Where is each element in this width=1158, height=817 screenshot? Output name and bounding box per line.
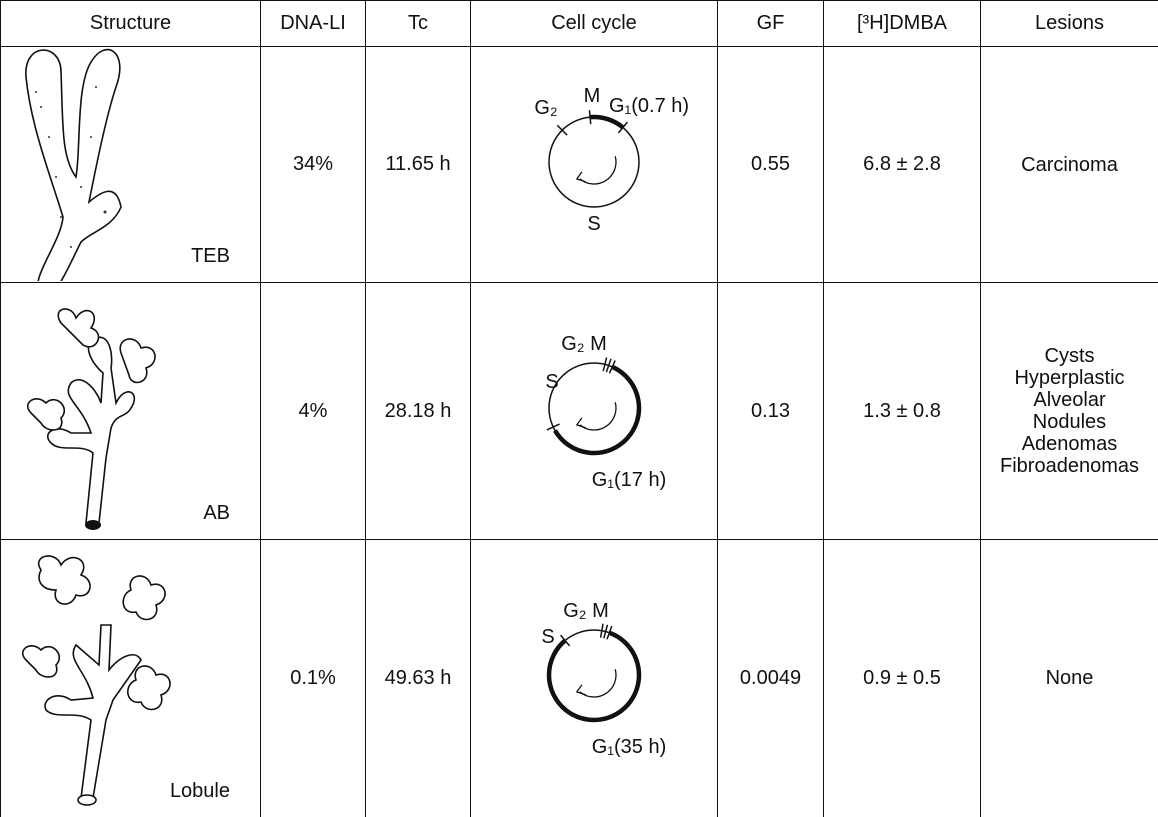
phase-tick [560, 634, 571, 647]
cell: 0.13 [717, 282, 824, 540]
cell: 0.9 ± 0.5 [823, 539, 981, 817]
cell: 11.65 h [365, 46, 471, 283]
cell: 6.8 ± 2.8 [823, 46, 981, 283]
phase-tick [546, 423, 560, 431]
lesion: Cysts [1044, 345, 1095, 367]
gland-drawing [26, 308, 156, 530]
cell: 34% [260, 46, 366, 283]
phase-label: M [584, 85, 601, 107]
cycle-arrow [579, 402, 617, 431]
g1-arc [546, 630, 642, 723]
cell: 0.55 [717, 46, 824, 283]
phase-label: S [541, 626, 554, 648]
header: Structure [0, 0, 261, 47]
phase-label: S [587, 213, 600, 235]
phase-tick [603, 624, 609, 639]
phase-label: S [545, 371, 558, 393]
structure-cell: Lobule [0, 539, 261, 817]
lesion: Fibroadenomas [1000, 455, 1139, 477]
row: AB 4% 28.18 h G₂ M S G₁(17 h) 0.13 1.3 ± 0… [0, 282, 1158, 540]
phase-label: G₁(35 h) [592, 736, 667, 758]
gland-drawing [25, 48, 122, 281]
lesion: Alveolar [1033, 389, 1106, 411]
g1-arc [589, 114, 625, 129]
structure-cell: AB [0, 282, 261, 540]
cell-cycle-diagram: G₂ MS G₁(17 h) [545, 333, 667, 491]
structure-label: AB [203, 502, 230, 524]
cell: 49.63 h [365, 539, 471, 817]
header: Lesions [980, 0, 1158, 47]
header: [³H]DMBA [823, 0, 981, 47]
phase-tick [617, 121, 628, 133]
g1-arc [553, 365, 642, 456]
cell: 4% [260, 282, 366, 540]
header-row: Structure DNA-LI Tc Cell cycle GF [³H]DM… [0, 0, 1158, 47]
cycle-cell: G₂ M S G₁(17 h) [470, 282, 718, 540]
phase-label: G₂ M [561, 333, 607, 355]
structure-label: Lobule [169, 779, 230, 802]
lesions-cell: Carcinoma [980, 46, 1158, 283]
phase-tick [599, 623, 604, 638]
row: TEB 34% 11.65 h G₂ M G₁(0.7 h) S 0.55 6.8 ±… [0, 46, 1158, 283]
header: Cell cycle [470, 0, 718, 47]
cycle-arrow [579, 669, 617, 698]
arrow-head [575, 417, 587, 429]
arrow-head [575, 170, 587, 182]
lesion: Adenomas [1021, 433, 1118, 455]
cycle-cell: S G₂ M G₁(35 h) [470, 539, 718, 817]
phase-tick [606, 626, 613, 640]
lesions-cell: None [980, 539, 1158, 817]
lesion: Hyperplastic [1014, 367, 1125, 389]
lesion: Carcinoma [1021, 153, 1118, 176]
lesion: Nodules [1032, 411, 1107, 433]
phase-tick [608, 360, 616, 374]
structure-label: TEB [191, 245, 230, 267]
phase-label: G₂ M [563, 600, 609, 622]
lesions-cell: Cysts Hyperplastic Alveolar Nodules Aden… [980, 282, 1158, 540]
phase-label: G₁(17 h) [592, 469, 667, 491]
cell: 28.18 h [365, 282, 471, 540]
header: GF [717, 0, 824, 47]
cell: 0.1% [260, 539, 366, 817]
phase-tick [556, 124, 568, 136]
structure-cell: TEB [0, 46, 261, 283]
phase-tick [588, 109, 592, 124]
phase-label: G₁(0.7 h) [609, 95, 689, 117]
phase-tick [605, 358, 612, 373]
cell: 0.0049 [717, 539, 824, 817]
arrow-head [575, 684, 587, 696]
header: DNA-LI [260, 0, 366, 47]
cell-cycle-diagram: G₂ M G₁(0.7 h) S [534, 85, 689, 235]
header: Tc [365, 0, 471, 47]
cycle-cell: G₂ M G₁(0.7 h) S [470, 46, 718, 283]
cell: 1.3 ± 0.8 [823, 282, 981, 540]
lesion: None [1045, 667, 1094, 690]
row: Lobule 0.1% 49.63 h S G₂ M G₁(35 h) 0.0049… [0, 539, 1158, 817]
phase-tick [602, 357, 608, 372]
gland-drawing [21, 555, 171, 806]
cycle-arrow [579, 155, 617, 185]
phase-label: G₂ [534, 97, 557, 119]
cell-cycle-diagram: S G₂ M G₁(35 h) [541, 600, 667, 758]
